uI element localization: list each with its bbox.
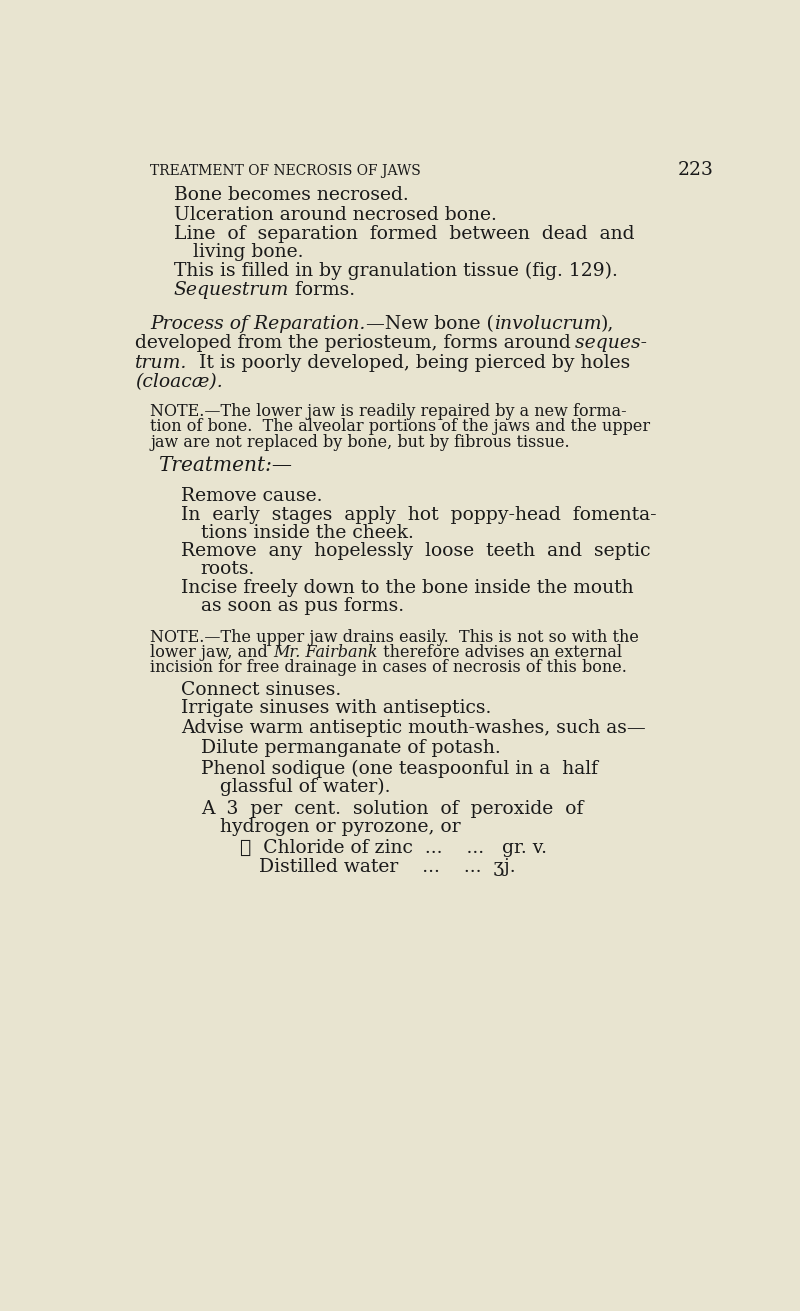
- Text: Mr. Fairbank: Mr. Fairbank: [274, 644, 378, 661]
- Text: Remove  any  hopelessly  loose  teeth  and  septic: Remove any hopelessly loose teeth and se…: [182, 543, 651, 560]
- Text: incision for free drainage in cases of necrosis of this bone.: incision for free drainage in cases of n…: [150, 659, 627, 676]
- Text: jaw are not replaced by bone, but by fibrous tissue.: jaw are not replaced by bone, but by fib…: [150, 434, 570, 451]
- Text: It is poorly developed, being pierced by holes: It is poorly developed, being pierced by…: [187, 354, 630, 371]
- Text: involucrum: involucrum: [494, 315, 601, 333]
- Text: therefore advises an external: therefore advises an external: [378, 644, 622, 661]
- Text: developed from the periosteum, forms around: developed from the periosteum, forms aro…: [135, 334, 570, 353]
- Text: Connect sinuses.: Connect sinuses.: [182, 680, 342, 699]
- Text: Irrigate sinuses with antiseptics.: Irrigate sinuses with antiseptics.: [182, 699, 492, 717]
- Text: trum.: trum.: [135, 354, 187, 371]
- Text: Phenol sodique (one teaspoonful in a  half: Phenol sodique (one teaspoonful in a hal…: [201, 760, 598, 779]
- Text: lower jaw, and: lower jaw, and: [150, 644, 274, 661]
- Text: Incise freely down to the bone inside the mouth: Incise freely down to the bone inside th…: [182, 579, 634, 597]
- Text: (cloacæ).: (cloacæ).: [135, 372, 222, 391]
- Text: This is filled in by granulation tissue (fig. 129).: This is filled in by granulation tissue …: [174, 262, 618, 281]
- Text: Distilled water    ...    ...  ʒj.: Distilled water ... ... ʒj.: [259, 857, 515, 876]
- Text: A  3  per  cent.  solution  of  peroxide  of: A 3 per cent. solution of peroxide of: [201, 800, 583, 818]
- Text: Sequestrum: Sequestrum: [174, 281, 289, 299]
- Text: 223: 223: [678, 161, 714, 180]
- Text: living bone.: living bone.: [193, 243, 303, 261]
- Text: ℞  Chloride of zinc  ...    ...   gr. v.: ℞ Chloride of zinc ... ... gr. v.: [239, 839, 546, 857]
- Text: Ulceration around necrosed bone.: Ulceration around necrosed bone.: [174, 206, 497, 224]
- Text: TREATMENT OF NECROSIS OF JAWS: TREATMENT OF NECROSIS OF JAWS: [150, 164, 421, 178]
- Text: Line  of  separation  formed  between  dead  and: Line of separation formed between dead a…: [174, 225, 634, 243]
- Text: In  early  stages  apply  hot  poppy-head  fomenta-: In early stages apply hot poppy-head fom…: [182, 506, 657, 524]
- Text: Process of Reparation.: Process of Reparation.: [150, 315, 366, 333]
- Text: forms.: forms.: [289, 281, 355, 299]
- Text: Bone becomes necrosed.: Bone becomes necrosed.: [174, 186, 408, 205]
- Text: glassful of water).: glassful of water).: [220, 777, 390, 796]
- Text: ),: ),: [601, 315, 614, 333]
- Text: hydrogen or pyrozone, or: hydrogen or pyrozone, or: [220, 818, 461, 836]
- Text: NOTE.—The lower jaw is readily repaired by a new forma-: NOTE.—The lower jaw is readily repaired …: [150, 402, 627, 420]
- Text: Remove cause.: Remove cause.: [182, 486, 323, 505]
- Text: tions inside the cheek.: tions inside the cheek.: [201, 523, 414, 541]
- Text: seques-: seques-: [569, 334, 647, 353]
- Text: —New bone (: —New bone (: [366, 315, 494, 333]
- Text: Dilute permanganate of potash.: Dilute permanganate of potash.: [201, 738, 501, 756]
- Text: tion of bone.  The alveolar portions of the jaws and the upper: tion of bone. The alveolar portions of t…: [150, 418, 650, 435]
- Text: Treatment:—: Treatment:—: [158, 456, 292, 476]
- Text: Advise warm antiseptic mouth-washes, such as—: Advise warm antiseptic mouth-washes, suc…: [182, 720, 646, 737]
- Text: NOTE.—The upper jaw drains easily.  This is not so with the: NOTE.—The upper jaw drains easily. This …: [150, 629, 639, 645]
- Text: roots.: roots.: [201, 560, 255, 578]
- Text: as soon as pus forms.: as soon as pus forms.: [201, 597, 404, 615]
